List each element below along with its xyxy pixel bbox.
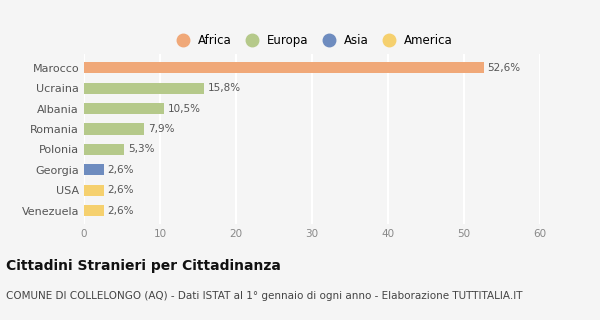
Text: COMUNE DI COLLELONGO (AQ) - Dati ISTAT al 1° gennaio di ogni anno - Elaborazione: COMUNE DI COLLELONGO (AQ) - Dati ISTAT a… xyxy=(6,291,523,301)
Bar xyxy=(84,83,204,94)
Bar xyxy=(84,124,144,135)
Text: 52,6%: 52,6% xyxy=(488,63,521,73)
Bar xyxy=(84,185,104,196)
Text: 5,3%: 5,3% xyxy=(128,144,155,155)
Bar xyxy=(84,103,164,114)
Text: 2,6%: 2,6% xyxy=(107,206,134,216)
Text: 2,6%: 2,6% xyxy=(107,165,134,175)
Legend: Africa, Europa, Asia, America: Africa, Europa, Asia, America xyxy=(166,30,458,52)
Text: 7,9%: 7,9% xyxy=(148,124,175,134)
Bar xyxy=(84,164,104,175)
Bar xyxy=(84,62,484,73)
Text: 10,5%: 10,5% xyxy=(167,104,200,114)
Bar xyxy=(84,205,104,216)
Text: Cittadini Stranieri per Cittadinanza: Cittadini Stranieri per Cittadinanza xyxy=(6,259,281,273)
Text: 15,8%: 15,8% xyxy=(208,83,241,93)
Bar xyxy=(84,144,124,155)
Text: 2,6%: 2,6% xyxy=(107,185,134,195)
